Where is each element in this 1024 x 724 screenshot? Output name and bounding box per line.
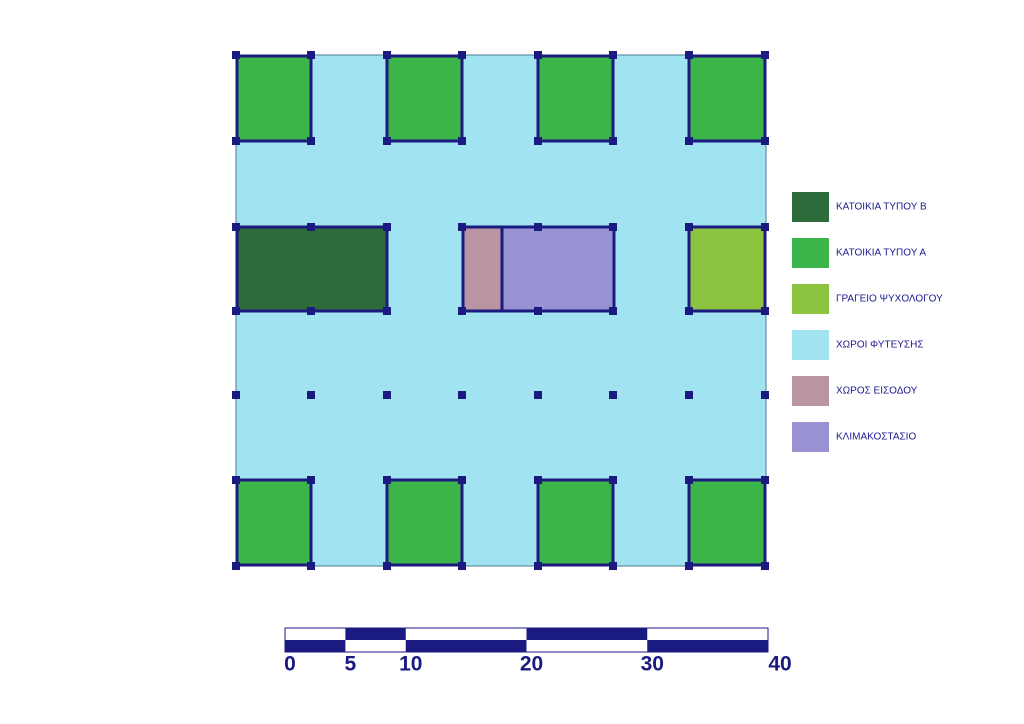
column (534, 51, 542, 59)
staircase (500, 225, 616, 313)
house-type-b (235, 225, 389, 313)
legend-swatch (792, 284, 829, 314)
column (383, 476, 391, 484)
column (458, 51, 466, 59)
column (609, 476, 617, 484)
column (609, 223, 617, 231)
column (761, 562, 769, 570)
column (685, 223, 693, 231)
column (307, 223, 315, 231)
column (685, 562, 693, 570)
column (609, 562, 617, 570)
scale-label: 5 (345, 653, 357, 676)
columns (232, 51, 769, 570)
legend-swatch (792, 238, 829, 268)
column (685, 391, 693, 399)
column (232, 51, 240, 59)
house-type-a (385, 478, 464, 567)
column (761, 223, 769, 231)
column (383, 307, 391, 315)
scale-bar: 0 5 10 20 30 40 (284, 627, 792, 676)
column (534, 391, 542, 399)
house-type-a (235, 54, 313, 143)
column (761, 137, 769, 145)
house-type-a (536, 54, 615, 143)
column (458, 307, 466, 315)
column (307, 307, 315, 315)
column (761, 51, 769, 59)
legend-label: ΚΛΙΜΑΚΟΣΤΑΣΙΟ (836, 432, 916, 443)
column (232, 137, 240, 145)
legend-label: ΚΑΤΟΙΚΙΑ ΤΥΠΟΥ Β (836, 202, 927, 213)
column (609, 51, 617, 59)
column (307, 562, 315, 570)
column (761, 476, 769, 484)
column (307, 51, 315, 59)
column (232, 307, 240, 315)
column (761, 307, 769, 315)
column (534, 476, 542, 484)
legend: ΚΑΤΟΙΚΙΑ ΤΥΠΟΥ Β ΚΑΤΟΙΚΙΑ ΤΥΠΟΥ Α ΓΡΑΓΕΙΟ … (792, 192, 943, 452)
column (685, 137, 693, 145)
column (307, 137, 315, 145)
column (609, 307, 617, 315)
column (383, 223, 391, 231)
column (307, 476, 315, 484)
legend-swatch (792, 330, 829, 360)
legend-swatch (792, 422, 829, 452)
column (232, 562, 240, 570)
scale-segment (345, 628, 406, 640)
scale-label: 10 (399, 653, 422, 676)
scale-label: 20 (520, 653, 543, 676)
column (685, 307, 693, 315)
legend-label: ΧΩΡΟΙ ΦΥΤΕΥΣΗΣ (836, 340, 924, 351)
column (383, 391, 391, 399)
legend-swatch (792, 192, 829, 222)
plan-blocks (235, 54, 767, 567)
column (609, 391, 617, 399)
column (232, 391, 240, 399)
column (534, 307, 542, 315)
scale-segment (285, 640, 346, 652)
column (458, 223, 466, 231)
house-type-a (536, 478, 615, 567)
column (383, 137, 391, 145)
scale-segment (405, 640, 527, 652)
scale-label: 30 (641, 653, 664, 676)
column (232, 476, 240, 484)
column (307, 391, 315, 399)
column (458, 391, 466, 399)
column (685, 476, 693, 484)
entrance (461, 225, 504, 313)
column (383, 562, 391, 570)
legend-label: ΓΡΑΓΕΙΟ ΨΥΧΟΛΟΓΟΥ (836, 294, 943, 305)
house-type-a (385, 54, 464, 143)
column (534, 137, 542, 145)
column (458, 137, 466, 145)
column (458, 562, 466, 570)
house-type-a (687, 54, 767, 143)
scale-label: 40 (768, 653, 791, 676)
column (761, 391, 769, 399)
column (383, 51, 391, 59)
legend-label: ΧΩΡΟΣ ΕΙΣΟΔΟΥ (836, 386, 918, 397)
column (609, 137, 617, 145)
legend-swatch (792, 376, 829, 406)
house-type-a (687, 478, 767, 567)
scale-segment (526, 628, 648, 640)
house-type-a (235, 478, 313, 567)
scale-segment (647, 640, 768, 652)
column (458, 476, 466, 484)
scale-label: 0 (284, 653, 296, 676)
column (685, 51, 693, 59)
column (232, 223, 240, 231)
column (534, 562, 542, 570)
legend-label: ΚΑΤΟΙΚΙΑ ΤΥΠΟΥ Α (836, 248, 926, 259)
psychologist-office (687, 225, 767, 313)
column (534, 223, 542, 231)
